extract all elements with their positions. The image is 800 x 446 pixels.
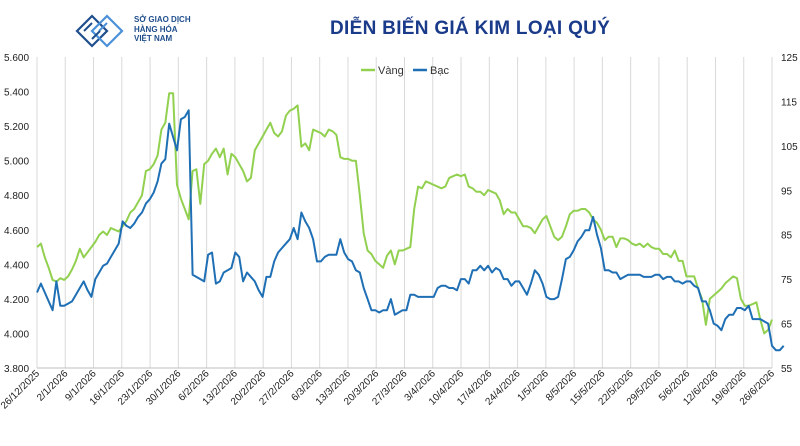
gridlines (36, 57, 773, 369)
series-line-gold (36, 92, 773, 335)
logo-line-1: SỞ GIAO DỊCH (134, 15, 191, 24)
y-right-tick-label: 125 (781, 53, 798, 64)
y-left-tick-label: 4.200 (4, 295, 29, 306)
y-right-tick-label: 105 (781, 142, 798, 153)
logo-line-3: VIỆT NAM (134, 34, 173, 43)
legend-label: Bạc (430, 65, 449, 77)
series-line-silver (36, 109, 785, 352)
logo-text: SỞ GIAO DỊCH HÀNG HÓA VIỆT NAM (134, 15, 191, 44)
y-axis-left: 3.800 4.000 4.200 4.400 4.600 4.800 5.000 5.200… (4, 53, 29, 375)
logo-line-2: HÀNG HÓA (134, 24, 178, 34)
y-right-tick-label: 85 (781, 231, 793, 242)
y-left-tick-label: 5.200 (4, 122, 29, 133)
y-left-tick-label: 4.600 (4, 226, 29, 237)
y-right-tick-label: 95 (781, 186, 793, 197)
y-left-tick-label: 4.400 (4, 260, 29, 271)
y-left-tick-label: 5.400 (4, 88, 29, 99)
y-right-tick-label: 75 (781, 275, 793, 286)
chart-title: DIỄN BIẾN GIÁ KIM LOẠI QUÝ (330, 18, 611, 39)
y-left-tick-label: 4.000 (4, 329, 29, 340)
y-left-tick-label: 5.600 (4, 53, 29, 64)
y-left-tick-label: 4.800 (4, 191, 29, 202)
x-axis: 26/12/20252/1/20269/1/202616/1/202623/1/… (0, 368, 777, 411)
legend: Vàng Bạc (361, 65, 449, 77)
y-right-tick-label: 55 (781, 364, 793, 375)
y-right-tick-label: 115 (781, 97, 797, 108)
y-right-tick-label: 65 (781, 320, 793, 331)
series-layer (36, 92, 785, 352)
y-axis-right: 55 65 75 85 95 105 115 125 (781, 53, 798, 375)
legend-label: Vàng (378, 65, 404, 77)
y-left-tick-label: 3.800 (4, 364, 29, 375)
y-left-tick-label: 5.000 (4, 157, 29, 168)
sgdhh-logo (75, 14, 124, 48)
